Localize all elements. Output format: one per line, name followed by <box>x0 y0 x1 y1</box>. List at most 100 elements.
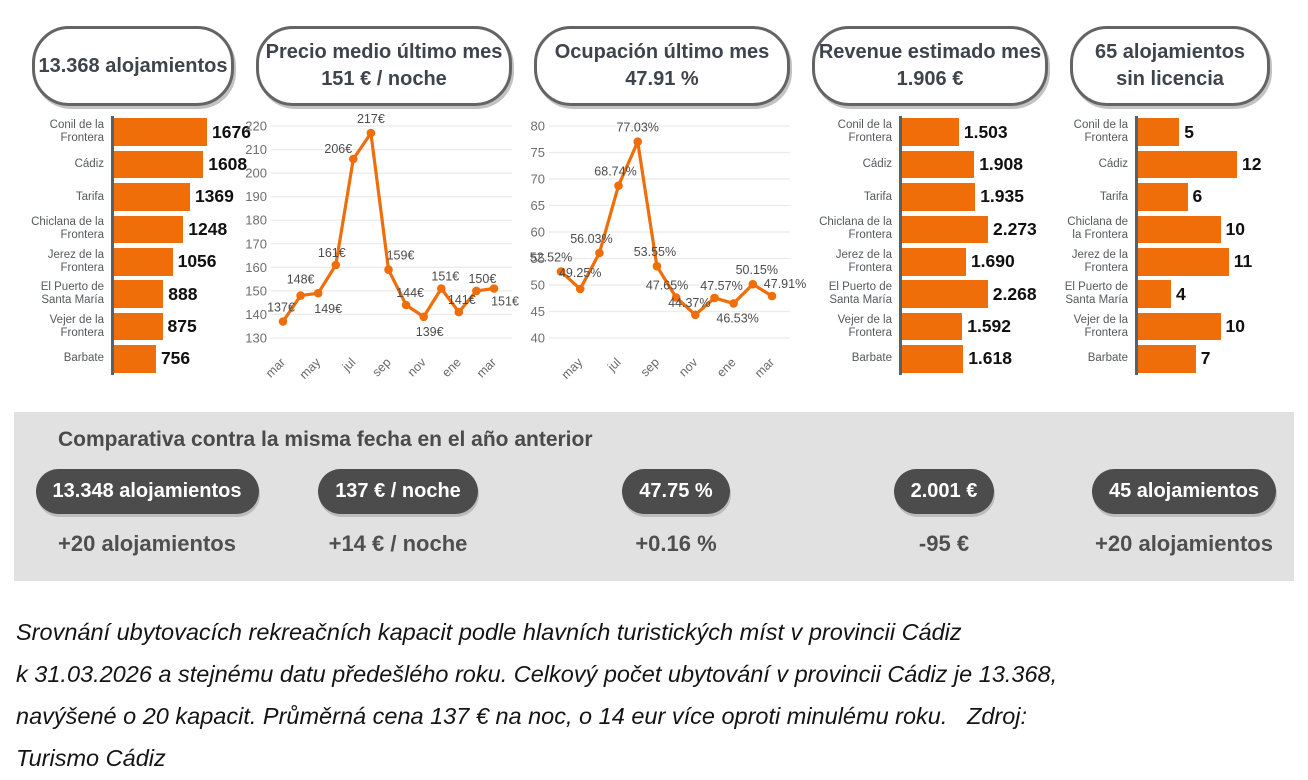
bar-category-label: Barbate <box>851 352 892 365</box>
bar <box>902 280 988 308</box>
bar-track: 1.592 <box>899 310 1054 343</box>
bar-track: 4 <box>1135 277 1276 311</box>
footnote-line: k 31.03.2026 a stejnému datu předešlého … <box>16 661 1058 687</box>
point-label: 206€ <box>324 142 352 156</box>
delta-label: +20 alojamientos <box>1095 531 1273 556</box>
data-point <box>729 299 738 308</box>
x-tick-label: sep <box>638 355 662 379</box>
bar <box>1138 312 1221 341</box>
y-tick-label: 180 <box>245 213 267 228</box>
bar-row: Chiclana de la Frontera 10 <box>1064 213 1276 246</box>
bar <box>114 248 173 276</box>
y-tick-label: 210 <box>245 142 267 157</box>
compare-item-revenue: 2.001 € -95 € <box>820 469 1068 557</box>
data-point <box>419 312 428 322</box>
bar-track: 1676 <box>111 116 251 149</box>
panel-revenue: Revenue estimado mes 1.906 € Conil de la… <box>806 26 1054 388</box>
point-label: 148€ <box>287 273 315 287</box>
point-label: 149€ <box>314 302 342 316</box>
sin-licencia-bar-chart: Conil de la Frontera 5 Cádiz 12 Tarifa 6 Chicl… <box>1064 116 1276 376</box>
bar-row: Jerez de la Frontera 1.690 <box>806 245 1054 278</box>
x-tick-label: nov <box>676 355 701 380</box>
panel-sin-licencia: 65 alojamientos sin licencia Conil de la… <box>1064 26 1276 388</box>
bar-value-label: 7 <box>1200 348 1211 369</box>
bar-track: 6 <box>1135 180 1276 214</box>
point-label: 150€ <box>468 272 496 286</box>
y-tick-label: 160 <box>245 260 267 275</box>
bar-category-label: Barbate <box>1087 352 1128 365</box>
kpi-bubble-line2: sin licencia <box>1116 68 1224 90</box>
bar-value-label: 1.690 <box>970 251 1015 272</box>
bar-track: 1369 <box>111 180 240 214</box>
compare-item-ocupacion: 47.75 % +0.16 % <box>542 469 810 557</box>
bar-track: 1.908 <box>899 148 1054 181</box>
bar-value-label: 2.268 <box>992 283 1037 304</box>
x-tick-label: mar <box>752 355 777 380</box>
bar <box>1138 118 1180 146</box>
compare-item-sin-licencia: 45 alojamientos +20 alojamientos <box>1078 469 1290 557</box>
delta-label: +14 € / noche <box>328 531 468 556</box>
bar <box>902 248 966 276</box>
compare-band: Comparativa contra la misma fecha en el … <box>14 412 1294 581</box>
x-tick-label: mar <box>474 355 499 380</box>
data-point <box>331 260 341 270</box>
kpi-bubble-precio: Precio medio último mes 151 € / noche <box>256 26 512 106</box>
bar-row: Barbate 756 <box>26 342 240 376</box>
point-label: 50.15% <box>736 263 778 277</box>
comparison-pill: 2.001 € <box>893 469 995 514</box>
kpi-bubble-line1: Revenue estimado mes <box>818 41 1042 63</box>
comparison-pill: 47.75 % <box>622 469 730 514</box>
bar-value-label: 1.503 <box>963 121 1008 142</box>
point-label: 68.74% <box>594 165 636 179</box>
y-tick-label: 40 <box>531 331 545 346</box>
point-label: 139€ <box>416 325 444 339</box>
bar-value-label: 1608 <box>208 154 248 175</box>
panel-alojamientos: 13.368 alojamientos Conil de la Frontera… <box>26 26 251 388</box>
data-point <box>671 293 681 302</box>
panel-precio-medio: Precio medio último mes 151 € / noche 22… <box>245 26 519 388</box>
bar-row: Tarifa 1369 <box>26 180 240 214</box>
bar <box>902 150 975 179</box>
bar-value-label: 1056 <box>177 251 217 272</box>
bar-track: 11 <box>1135 245 1276 278</box>
bar-row: Barbate 7 <box>1064 342 1276 376</box>
bar-row: Conil de la Frontera 1676 <box>26 116 251 149</box>
data-point <box>454 307 464 317</box>
data-point <box>595 248 604 258</box>
point-label: 159€ <box>387 249 415 263</box>
data-point <box>556 267 566 276</box>
bar-value-label: 875 <box>167 316 197 337</box>
bar-row: Cádiz 1608 <box>26 148 247 181</box>
delta-label: +0.16 % <box>635 531 717 556</box>
kpi-bubble-line2: 1.906 € <box>896 68 964 90</box>
x-tick-label: mar <box>263 355 288 380</box>
compare-title: Comparativa contra la misma fecha en el … <box>58 428 593 451</box>
data-point <box>278 317 288 326</box>
bar-track: 1248 <box>111 213 240 246</box>
x-tick-label: sep <box>369 355 393 379</box>
bar-row: Jerez de la Frontera 1056 <box>26 245 240 278</box>
bar <box>1138 280 1171 308</box>
bar <box>1138 150 1237 179</box>
bar-row: Barbate 1.618 <box>806 342 1054 376</box>
bar-category-label: Chiclana de la Frontera <box>1067 216 1128 242</box>
kpi-bubble-ocupacion: Ocupación último mes 47.91 % <box>534 26 790 106</box>
bar <box>1138 183 1188 211</box>
point-label: 44.37% <box>668 296 710 310</box>
bar <box>1138 248 1229 276</box>
data-point <box>691 310 700 320</box>
bar-category-label: Jerez de la Frontera <box>835 248 892 274</box>
bar-row: El Puerto de Santa María 2.268 <box>806 277 1054 311</box>
bar <box>902 215 988 244</box>
y-tick-label: 80 <box>531 119 545 134</box>
data-point <box>296 291 305 300</box>
kpi-bubble-revenue: Revenue estimado mes 1.906 € <box>812 26 1048 106</box>
kpi-bubble-line1: 13.368 alojamientos <box>38 54 228 77</box>
bar-track: 1.618 <box>899 342 1054 376</box>
y-tick-label: 200 <box>245 166 267 181</box>
bar-value-label: 1676 <box>212 121 251 142</box>
y-tick-label: 170 <box>245 236 267 251</box>
bar-value-label: 1.618 <box>968 348 1012 369</box>
bar-value-label: 1.592 <box>967 316 1012 337</box>
bar-category-label: Tarifa <box>1099 190 1128 203</box>
